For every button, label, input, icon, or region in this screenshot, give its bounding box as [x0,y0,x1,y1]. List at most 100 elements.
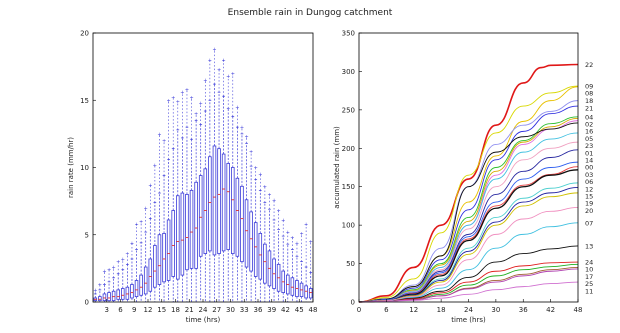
series-end-label-04: 04 [585,113,593,121]
box-outlier-mark: + [309,239,313,245]
box-body [308,288,313,299]
left-x-tick-label: 6 [118,306,123,314]
series-line-19 [358,192,579,303]
series-line-14 [358,149,579,303]
series-end-label-13: 13 [585,242,593,250]
box-outlier-mark: + [194,112,198,118]
left-x-tick-label: 12 [144,306,153,314]
left-x-tick-label: 42 [281,306,290,314]
series-end-label-07: 07 [585,219,593,227]
box-outlier-mark: + [254,166,258,172]
right-x-tick-label: 0 [357,306,361,314]
series-end-label-14: 14 [585,156,593,164]
box-body [180,192,185,276]
right-x-tick-label: 48 [574,306,583,314]
box-body [125,286,130,300]
box-body [102,293,107,302]
box-body [162,233,166,283]
box-outlier-mark: + [116,260,120,266]
box-outlier-mark: + [157,132,161,138]
box-outlier-mark: + [167,98,171,104]
box-outlier-mark: + [212,47,216,53]
series-line-01 [358,141,579,303]
box-body [263,243,267,284]
right-x-tick-label: 42 [546,306,555,314]
box-outlier-mark: + [295,241,299,247]
right-x-axis-label: time (hrs) [451,316,486,324]
left-x-tick-label: 27 [212,306,221,314]
box-body [221,153,226,252]
series-end-label-01: 01 [585,149,593,157]
series-end-label-09: 09 [585,83,593,91]
right-y-axis-label: accumulated rain (mm) [333,126,341,209]
series-end-label-20: 20 [585,207,593,215]
box-outlier-mark: + [102,269,106,275]
box-body [130,284,134,299]
boxplot-panel: +++ + ++ ++++ +++++++ +++ ++++++++++ ++++++++++… [93,47,313,302]
box-outlier-mark: + [148,183,152,189]
series-end-label-23: 23 [585,142,593,150]
right-x-tick-label: 36 [519,306,528,314]
right-y-tick-label: 100 [342,222,355,230]
box-outlier-mark: + [263,184,267,190]
left-x-tick-label: 30 [226,306,235,314]
box-body [153,245,157,288]
right-y-tick-label: 200 [342,145,355,153]
left-y-tick-label: 10 [80,164,89,172]
figure-title: Ensemble rain in Dungog catchment [227,8,393,18]
box-outlier-mark: + [258,172,262,178]
box-outlier-mark: + [93,288,97,294]
box-outlier-mark: + [281,218,285,224]
series-end-label-17: 17 [585,273,593,281]
box-outlier-mark: + [162,139,166,145]
series-end-label-12: 12 [585,185,593,193]
box-body [139,274,143,296]
box-body [143,266,148,295]
right-x-tick-label: 12 [409,306,418,314]
series-end-label-22: 22 [585,61,593,69]
series-end-label-25: 25 [585,280,593,288]
right-plot-frame [358,32,579,303]
left-x-tick-label: 18 [171,306,180,314]
box-outlier-mark: + [180,90,184,96]
left-y-tick-label: 20 [80,30,89,38]
box-outlier-mark: + [226,74,230,80]
box-outlier-mark: + [130,241,134,247]
right-x-tick-label: 18 [437,306,446,314]
box-body [198,175,203,257]
box-outlier-mark: + [107,268,111,274]
box-body [217,148,221,254]
box-body [231,167,235,254]
box-body [107,292,111,302]
left-x-tick-label: 3 [105,306,109,314]
left-y-tick-label: 15 [80,97,89,105]
box-outlier-mark: + [134,222,138,228]
box-body [98,296,102,302]
box-outlier-mark: + [299,231,303,237]
box-body [185,193,189,271]
left-x-tick-label: 36 [254,306,263,314]
series-end-label-24: 24 [585,259,593,267]
box-outlier-mark: + [121,257,125,263]
left-x-tick-label: 15 [157,306,166,314]
box-outlier-mark: + [222,58,226,64]
box-outlier-mark: + [98,283,102,289]
box-body [208,156,212,252]
right-y-tick-label: 350 [342,30,355,38]
right-x-tick-label: 30 [491,306,500,314]
box-body [253,222,258,277]
box-body [249,211,253,272]
left-y-axis-label: rain rate (mm/hr) [67,137,75,198]
box-outlier-mark: + [171,96,175,102]
box-body [166,219,171,281]
right-x-tick-label: 6 [384,306,389,314]
right-y-tick-label: 250 [342,106,355,114]
left-x-tick-label: 9 [132,306,136,314]
series-end-label-10: 10 [585,266,593,274]
box-body [121,288,125,300]
series-end-label-03: 03 [585,171,593,179]
box-outlier-mark: + [235,105,239,111]
box-outlier-mark: + [189,96,193,102]
box-outlier-mark: + [112,265,116,271]
